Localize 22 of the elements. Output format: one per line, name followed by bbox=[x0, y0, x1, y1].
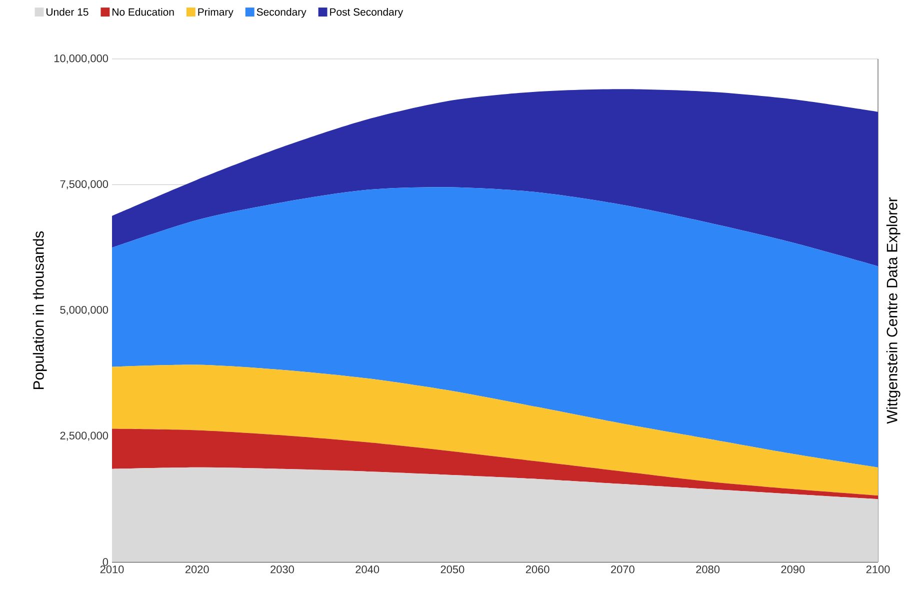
x-tick-label: 2040 bbox=[356, 566, 380, 574]
y-tick-label: 7,500,000 bbox=[60, 180, 108, 190]
legend-label: Primary bbox=[198, 8, 234, 18]
legend-label: Secondary bbox=[256, 8, 306, 18]
text: Wittgenstein Centre Data Explorer bbox=[886, 197, 900, 424]
y-tick-label: 2,500,000 bbox=[60, 432, 108, 441]
x-tick-label: 2070 bbox=[611, 566, 634, 574]
x-tick-label: 2080 bbox=[696, 566, 720, 574]
legend-label: Under 15 bbox=[46, 8, 88, 16]
x-tick-label: 2100 bbox=[866, 566, 890, 574]
y-tick-label: 0 bbox=[102, 558, 108, 566]
legend-label: No Education bbox=[112, 8, 174, 16]
x-tick-label: 2020 bbox=[185, 566, 209, 574]
y-axis-title: Population in thousands bbox=[32, 231, 47, 390]
x-tick-label: 2060 bbox=[526, 566, 550, 574]
x-tick-label: 2050 bbox=[440, 566, 464, 574]
y-tick-label: 10,000,000 bbox=[54, 54, 108, 64]
x-tick-label: 2010 bbox=[100, 566, 124, 574]
legend-label: Post Secondary bbox=[330, 8, 404, 18]
y-tick-label: 5,000,000 bbox=[60, 306, 108, 316]
x-tick-label: 2030 bbox=[270, 566, 294, 574]
x-tick-label: 2090 bbox=[781, 566, 805, 574]
